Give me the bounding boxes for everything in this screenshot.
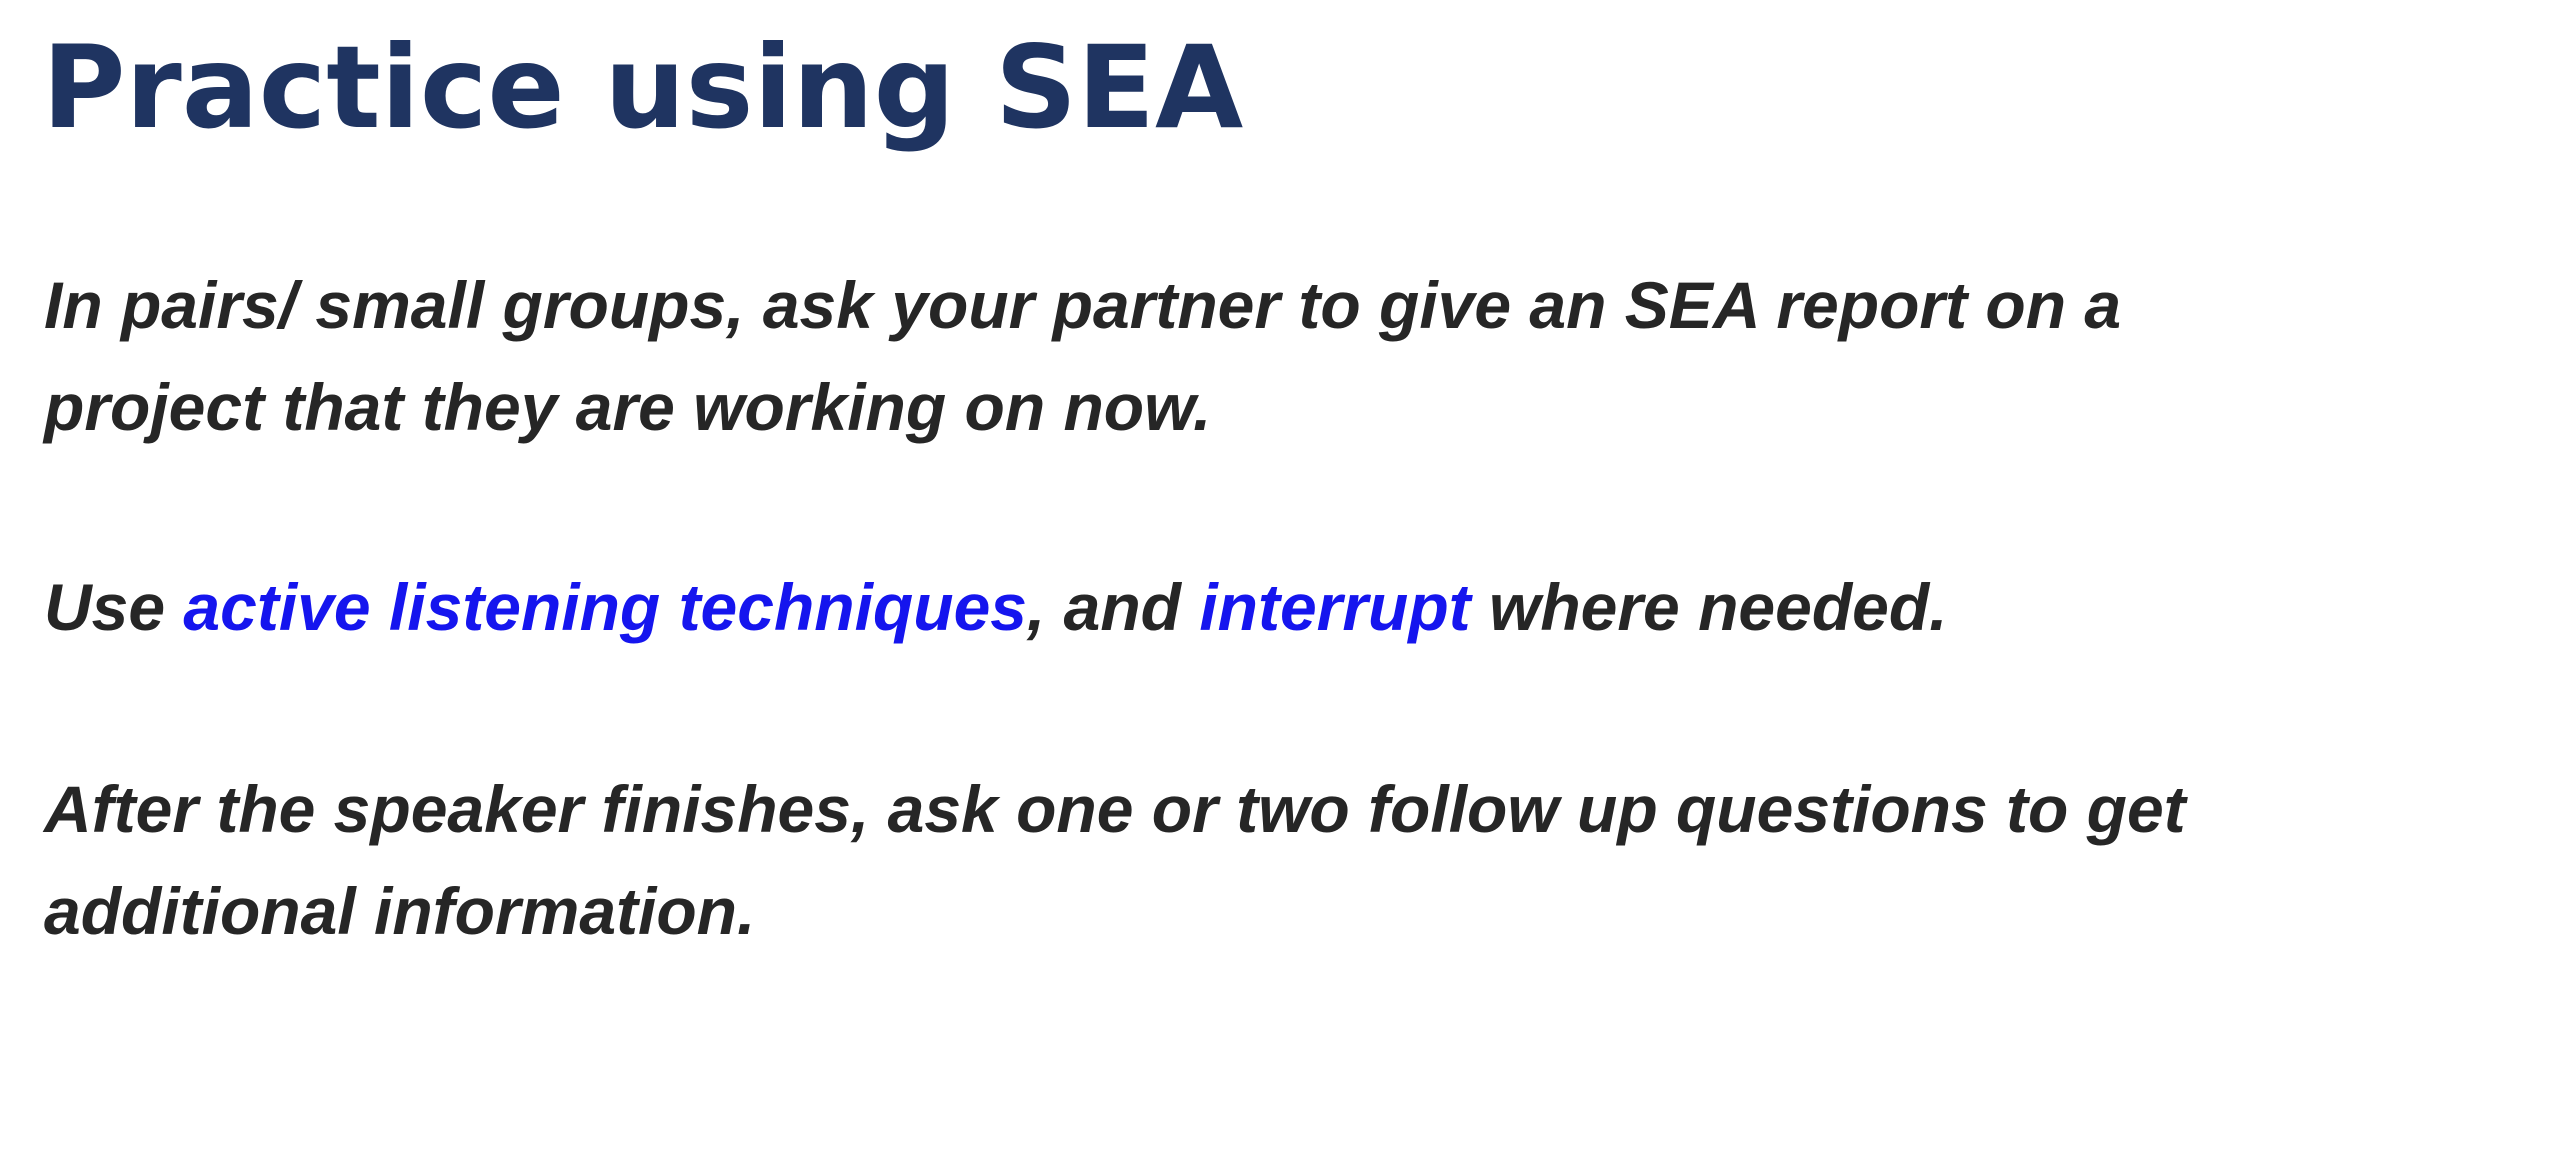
paragraph-text: , and	[1026, 570, 1200, 644]
instruction-paragraph-follow-up: After the speaker finishes, ask one or t…	[44, 758, 2186, 962]
interrupt-link[interactable]: interrupt	[1199, 570, 1471, 644]
paragraph-text: Use	[44, 570, 184, 644]
paragraph-line: After the speaker finishes, ask one or t…	[44, 772, 2186, 846]
paragraph-line: project that they are working on now.	[44, 370, 1212, 444]
instruction-paragraph-pairs: In pairs/ small groups, ask your partner…	[44, 254, 2121, 458]
paragraph-text: where needed.	[1470, 570, 1948, 644]
paragraph-line: In pairs/ small groups, ask your partner…	[44, 268, 2122, 342]
active-listening-link[interactable]: active listening techniques	[183, 570, 1027, 644]
slide-title: Practice using SEA	[42, 21, 1244, 154]
paragraph-line: additional information.	[44, 874, 756, 948]
instruction-paragraph-listening: Use active listening techniques, and int…	[44, 556, 1948, 658]
